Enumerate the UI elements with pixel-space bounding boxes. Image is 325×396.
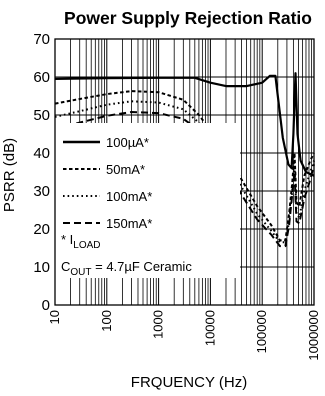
y-axis-label: PSRR (dB) bbox=[1, 138, 18, 212]
series-layer bbox=[54, 72, 315, 248]
x-tick-label: 10 bbox=[47, 310, 62, 324]
x-tick-label: 1000 bbox=[151, 310, 166, 339]
x-tick-label: 1000000 bbox=[306, 310, 321, 361]
y-tick-label: 50 bbox=[33, 107, 50, 124]
plot-frame bbox=[54, 38, 315, 306]
legend-label-4: 150mA* bbox=[106, 216, 152, 231]
y-tick-label: 10 bbox=[33, 259, 50, 276]
legend-label-3: 100mA* bbox=[106, 189, 152, 204]
legend-label-2: 50mA* bbox=[106, 162, 145, 177]
chart-title: Power Supply Rejection Ratio bbox=[64, 8, 312, 28]
y-tick-label: 30 bbox=[33, 183, 50, 200]
series-line-2 bbox=[54, 90, 315, 242]
y-tick-labels: 0 10 20 30 40 50 60 70 bbox=[33, 31, 50, 314]
series-line-1 bbox=[54, 72, 315, 177]
legend-capacitor: COUT = 4.7µF Ceramic bbox=[61, 259, 192, 278]
x-axis-label: FRQUENCY (Hz) bbox=[131, 374, 247, 391]
legend: 100µA* 50mA* 100mA* 150mA* * ILOAD COUT = 4… bbox=[55, 123, 240, 278]
x-tick-label: 10000 bbox=[202, 310, 217, 346]
legend-note: * ILOAD bbox=[61, 232, 101, 251]
y-tick-label: 40 bbox=[33, 145, 50, 162]
x-tick-labels: 10 100 1000 10000 100000 1000000 bbox=[47, 310, 321, 361]
y-tick-label: 60 bbox=[33, 69, 50, 86]
y-tick-label: 20 bbox=[33, 221, 50, 238]
legend-box bbox=[55, 123, 240, 278]
x-tick-label: 100000 bbox=[254, 310, 269, 353]
series-line-4 bbox=[54, 111, 315, 248]
x-tick-label: 100 bbox=[99, 310, 114, 332]
y-tick-label: 0 bbox=[42, 297, 50, 314]
legend-label-1: 100µA* bbox=[106, 135, 149, 150]
y-tick-label: 70 bbox=[33, 31, 50, 48]
